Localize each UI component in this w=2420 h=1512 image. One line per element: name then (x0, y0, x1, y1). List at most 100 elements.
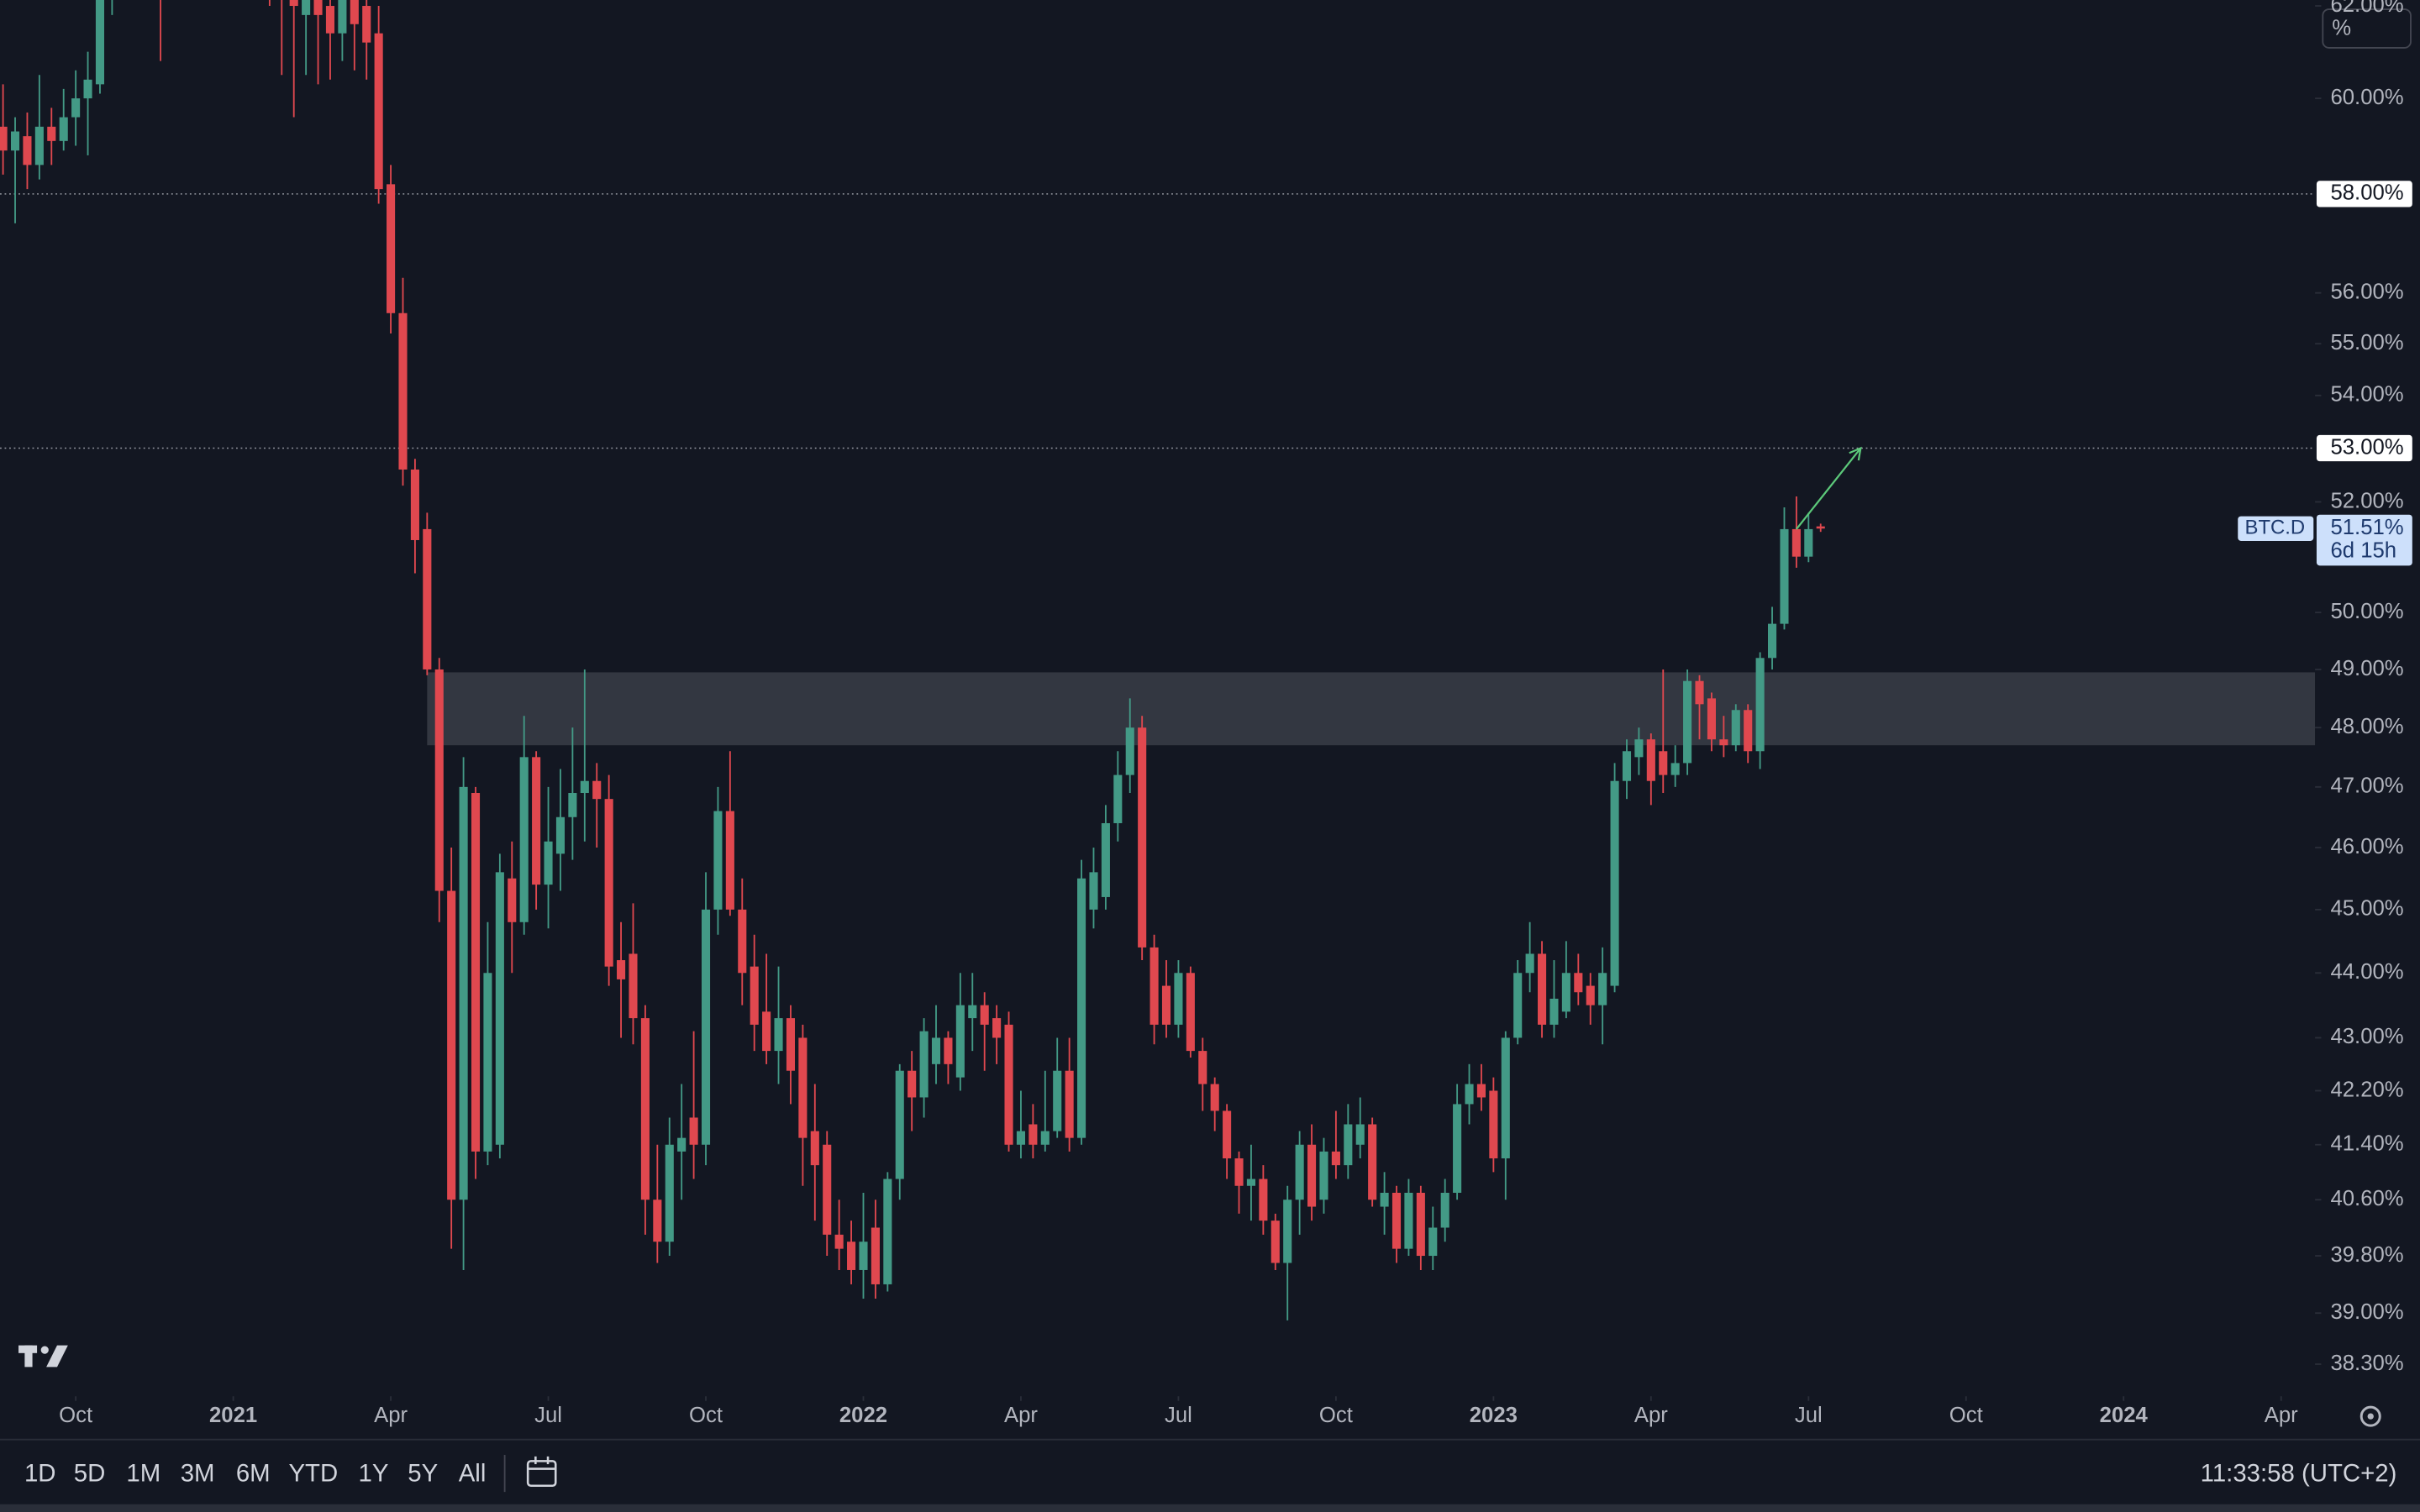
y-tick-label: 52.00% (2330, 489, 2403, 512)
range-button[interactable]: All (459, 1460, 487, 1488)
candle-body (665, 1144, 674, 1242)
candle-body (1707, 698, 1716, 740)
candle-body (1816, 526, 1825, 529)
candle-body (1259, 1179, 1268, 1221)
candle-body (59, 117, 68, 141)
candle-body (944, 1037, 953, 1064)
candle-body (1622, 751, 1632, 781)
y-tick-label: 40.60% (2330, 1187, 2403, 1210)
candle-body (34, 126, 44, 165)
price-label-box (2316, 181, 2412, 207)
candle-body (410, 469, 419, 540)
candle-body (95, 0, 105, 85)
price-label: 53.00% (2330, 435, 2403, 459)
candle-body (495, 872, 504, 1145)
candle-body (1089, 872, 1098, 910)
candle-body (1755, 658, 1765, 752)
candle-body (338, 0, 347, 34)
zone (427, 672, 2316, 746)
candle-body (1440, 1192, 1449, 1228)
range-button[interactable]: YTD (288, 1460, 338, 1488)
x-tick-label: 2024 (2100, 1404, 2149, 1427)
candle-body (1804, 528, 1813, 557)
candle-body (1344, 1124, 1353, 1166)
x-tick-label: Jul (1795, 1404, 1823, 1427)
range-button[interactable]: 6M (236, 1460, 271, 1488)
candle-body (325, 6, 335, 34)
symbol-label-box (2238, 516, 2314, 541)
arrow-head (1849, 446, 1862, 461)
candle-body (1561, 973, 1570, 1012)
candle-body (713, 811, 723, 910)
candle-body (459, 786, 468, 1200)
candle-body (1077, 878, 1086, 1138)
candle-body (1598, 973, 1607, 1005)
candle-body (592, 780, 602, 800)
y-tick-label: 55.00% (2330, 331, 2403, 354)
scale-button-label[interactable]: % (2332, 17, 2351, 40)
candle-body (774, 1018, 783, 1052)
y-tick-label: 60.00% (2330, 86, 2403, 109)
candle-body (313, 0, 323, 15)
candle-body (1319, 1151, 1328, 1200)
candle-body (532, 757, 541, 885)
candle-body (810, 1131, 819, 1166)
candle-body (1223, 1110, 1232, 1158)
settings-icon[interactable] (2360, 1405, 2381, 1427)
candle-body (883, 1179, 892, 1284)
candle-body (980, 1005, 989, 1025)
candle-body (859, 1242, 868, 1270)
candle-body (762, 1011, 771, 1052)
candle-body (895, 1070, 904, 1179)
range-button[interactable]: 1Y (359, 1460, 389, 1488)
candle-body (1780, 528, 1789, 624)
candle-body (47, 126, 56, 141)
range-button[interactable]: 3M (181, 1460, 215, 1488)
candle-body (1404, 1192, 1413, 1249)
candle-body (1161, 985, 1171, 1025)
candle-body (555, 816, 566, 854)
candle-body (677, 1137, 687, 1152)
symbol-label: BTC.D (2245, 517, 2306, 539)
candle-body (1368, 1124, 1377, 1200)
bottom-strip (0, 1504, 2420, 1512)
y-tick-label: 38.30% (2330, 1352, 2403, 1375)
candle-body (955, 1005, 965, 1078)
candle-body (738, 909, 747, 974)
range-button[interactable]: 1M (126, 1460, 160, 1488)
y-tick-label: 47.00% (2330, 774, 2403, 798)
date-range-icon[interactable] (526, 1456, 557, 1488)
candle-body (786, 1018, 796, 1071)
candle-body (1004, 1024, 1013, 1145)
range-button[interactable]: 5Y (408, 1460, 438, 1488)
scale-button[interactable] (2322, 8, 2412, 49)
candle-body (653, 1200, 662, 1242)
candle-body (434, 669, 444, 891)
last-price: 51.51% (2330, 516, 2403, 539)
range-button[interactable]: 5D (74, 1460, 106, 1488)
candle-body (1101, 822, 1110, 897)
range-button[interactable]: 1D (24, 1460, 56, 1488)
candle-body (1028, 1124, 1038, 1145)
clock[interactable]: 11:33:58 (UTC+2) (2201, 1460, 2397, 1488)
x-tick-label: Oct (689, 1404, 723, 1427)
y-tick-label: 54.00% (2330, 383, 2403, 407)
candle-body (1453, 1104, 1462, 1193)
candle-body (1731, 710, 1740, 746)
candle-body (1513, 973, 1523, 1038)
candle-body (1040, 1131, 1050, 1145)
y-tick-label: 46.00% (2330, 835, 2403, 858)
candle-body (1744, 710, 1753, 752)
plot-area (0, 0, 2316, 1320)
candle-body (519, 757, 529, 922)
price-label-box (2316, 434, 2412, 462)
candle-body (23, 136, 32, 165)
y-tick-label: 39.80% (2330, 1243, 2403, 1267)
price-label: 58.00% (2330, 181, 2403, 205)
candle-body (374, 33, 383, 190)
candle-body (1791, 528, 1801, 557)
candle-body (1270, 1221, 1280, 1263)
candle-body (1683, 680, 1692, 764)
candle-body (1695, 680, 1704, 705)
